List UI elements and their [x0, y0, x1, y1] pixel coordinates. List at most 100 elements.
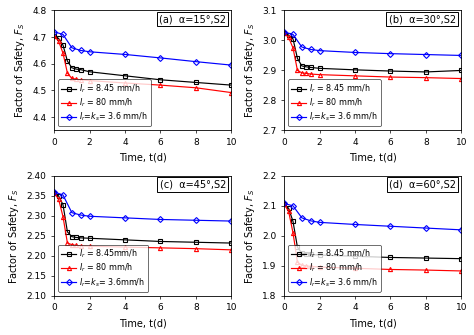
$I_r$=$k_s$= 3.6 mm/h: [51, 30, 57, 34]
$I_r$ = 8.45 mm/h: [308, 65, 314, 69]
$I_r$ = 8.45 mm/h: [281, 31, 287, 35]
$I_r$ = 8.45 mm/h: [303, 252, 309, 256]
$I_r$ = 8.45 mm/h: [317, 66, 322, 70]
$I_r$=$k_s$= 3.6 mm/h: [290, 32, 296, 37]
$I_r$=$k_s$= 3.6mm/h: [78, 213, 83, 217]
$I_r$=$k_s$= 3.6 mm/h: [352, 51, 358, 55]
$I_r$ = 80 mm/h: [388, 267, 393, 271]
Line: $I_r$ = 8.45mm/h: $I_r$ = 8.45mm/h: [52, 191, 233, 245]
Line: $I_r$ = 80 mm/h: $I_r$ = 80 mm/h: [52, 34, 233, 95]
$I_r$ = 80 mm/h: [60, 51, 66, 55]
X-axis label: Time, t(d): Time, t(d): [349, 318, 397, 328]
$I_r$ = 80 mm/h: [295, 260, 301, 264]
Line: $I_r$=$k_s$= 3.6mm/h: $I_r$=$k_s$= 3.6mm/h: [52, 190, 233, 223]
$I_r$=$k_s$= 3.6 mm/h: [423, 226, 428, 230]
$I_r$=$k_s$= 3.6 mm/h: [228, 63, 234, 67]
$I_r$ = 80 mm/h: [78, 244, 83, 248]
$I_r$=$k_s$= 3.6 mm/h: [87, 50, 92, 54]
$I_r$ = 8.45 mm/h: [388, 69, 393, 73]
$I_r$ = 80 mm/h: [423, 76, 428, 80]
$I_r$=$k_s$= 3.6 mm/h: [299, 45, 305, 49]
$I_r$ = 8.45 mm/h: [308, 253, 314, 257]
$I_r$=$k_s$= 3.6 mm/h: [69, 46, 75, 50]
$I_r$=$k_s$= 3.6 mm/h: [352, 222, 358, 226]
$I_r$ = 80 mm/h: [60, 215, 66, 219]
$I_r$ = 8.45 mm/h: [87, 70, 92, 74]
$I_r$ = 8.45 mm/h: [281, 202, 287, 206]
$I_r$ = 80 mm/h: [122, 81, 128, 85]
$I_r$ = 8.45 mm/h: [60, 43, 66, 47]
$I_r$ = 8.45mm/h: [64, 230, 70, 234]
$I_r$=$k_s$= 3.6 mm/h: [157, 56, 163, 60]
$I_r$ = 80 mm/h: [193, 247, 199, 251]
$I_r$ = 80 mm/h: [295, 68, 301, 72]
$I_r$=$k_s$= 3.6mm/h: [51, 190, 57, 194]
$I_r$ = 80 mm/h: [458, 76, 464, 80]
$I_r$ = 80 mm/h: [122, 245, 128, 249]
$I_r$=$k_s$= 3.6 mm/h: [458, 54, 464, 58]
$I_r$ = 8.45 mm/h: [228, 83, 234, 87]
Text: (a)  α=15°,S2: (a) α=15°,S2: [159, 14, 226, 24]
Text: (b)  α=30°,S2: (b) α=30°,S2: [389, 14, 456, 24]
Line: $I_r$ = 8.45 mm/h: $I_r$ = 8.45 mm/h: [282, 202, 464, 261]
$I_r$ = 80 mm/h: [56, 197, 62, 201]
Line: $I_r$=$k_s$= 3.6 mm/h: $I_r$=$k_s$= 3.6 mm/h: [282, 30, 464, 58]
$I_r$ = 80 mm/h: [51, 34, 57, 38]
$I_r$ = 8.45 mm/h: [290, 219, 296, 223]
$I_r$ = 80 mm/h: [228, 248, 234, 252]
$I_r$=$k_s$= 3.6 mm/h: [388, 52, 393, 56]
$I_r$ = 80 mm/h: [157, 83, 163, 87]
$I_r$ = 8.45mm/h: [69, 234, 75, 239]
$I_r$=$k_s$= 3.6 mm/h: [193, 60, 199, 64]
Y-axis label: Factor of Safety, $F_S$: Factor of Safety, $F_S$: [243, 188, 256, 283]
$I_r$ = 80 mm/h: [281, 202, 287, 206]
$I_r$ = 8.45 mm/h: [286, 206, 292, 210]
Legend: $I_r$ = 8.45 mm/h, $I_r$ = 80 mm/h, $I_r$=$k_s$= 3.6 mm/h: $I_r$ = 8.45 mm/h, $I_r$ = 80 mm/h, $I_r…: [58, 79, 151, 126]
$I_r$ = 8.45mm/h: [228, 241, 234, 245]
$I_r$ = 8.45 mm/h: [73, 67, 79, 71]
$I_r$=$k_s$= 3.6 mm/h: [423, 53, 428, 57]
$I_r$ = 8.45 mm/h: [122, 74, 128, 78]
$I_r$ = 8.45 mm/h: [303, 65, 309, 69]
$I_r$ = 8.45 mm/h: [423, 70, 428, 74]
$I_r$ = 80 mm/h: [69, 76, 75, 80]
$I_r$=$k_s$= 3.6 mm/h: [122, 53, 128, 57]
$I_r$=$k_s$= 3.6 mm/h: [388, 224, 393, 228]
Y-axis label: Factor of Safety, $F_S$: Factor of Safety, $F_S$: [13, 23, 27, 118]
Line: $I_r$ = 8.45 mm/h: $I_r$ = 8.45 mm/h: [52, 34, 233, 87]
Line: $I_r$ = 80 mm/h: $I_r$ = 80 mm/h: [282, 202, 464, 273]
Line: $I_r$=$k_s$= 3.6 mm/h: $I_r$=$k_s$= 3.6 mm/h: [52, 30, 233, 67]
$I_r$=$k_s$= 3.6mm/h: [122, 216, 128, 220]
$I_r$ = 8.45 mm/h: [193, 80, 199, 84]
$I_r$=$k_s$= 3.6 mm/h: [317, 49, 322, 53]
$I_r$ = 8.45 mm/h: [458, 68, 464, 72]
Legend: $I_r$ = 8.45 mm/h, $I_r$ = 80 mm/h, $I_r$=$k_s$= 3.6 mm/h: $I_r$ = 8.45 mm/h, $I_r$ = 80 mm/h, $I_r…: [288, 245, 381, 292]
$I_r$=$k_s$= 3.6mm/h: [193, 218, 199, 222]
$I_r$ = 80 mm/h: [73, 244, 79, 248]
$I_r$ = 80 mm/h: [228, 90, 234, 94]
$I_r$=$k_s$= 3.6mm/h: [157, 217, 163, 221]
$I_r$ = 8.45mm/h: [122, 238, 128, 242]
$I_r$ = 8.45 mm/h: [317, 253, 322, 257]
$I_r$ = 80 mm/h: [458, 269, 464, 273]
$I_r$ = 80 mm/h: [299, 263, 305, 267]
$I_r$ = 8.45 mm/h: [286, 33, 292, 37]
$I_r$ = 80 mm/h: [317, 73, 322, 77]
$I_r$ = 8.45 mm/h: [51, 34, 57, 38]
Y-axis label: Factor of Safety, $F_S$: Factor of Safety, $F_S$: [243, 23, 256, 118]
$I_r$ = 80 mm/h: [51, 191, 57, 195]
$I_r$=$k_s$= 3.6 mm/h: [299, 216, 305, 220]
$I_r$=$k_s$= 3.6 mm/h: [308, 48, 314, 52]
$I_r$ = 8.45mm/h: [78, 236, 83, 240]
$I_r$ = 80 mm/h: [317, 265, 322, 269]
X-axis label: Time, t(d): Time, t(d): [349, 153, 397, 162]
$I_r$ = 8.45 mm/h: [299, 251, 305, 255]
$I_r$ = 80 mm/h: [303, 71, 309, 75]
$I_r$ = 8.45mm/h: [193, 240, 199, 244]
$I_r$ = 80 mm/h: [299, 71, 305, 75]
$I_r$=$k_s$= 3.6 mm/h: [78, 49, 83, 53]
$I_r$ = 80 mm/h: [423, 268, 428, 272]
$I_r$ = 8.45 mm/h: [56, 37, 62, 41]
$I_r$ = 8.45 mm/h: [295, 56, 301, 60]
$I_r$ = 80 mm/h: [157, 246, 163, 250]
